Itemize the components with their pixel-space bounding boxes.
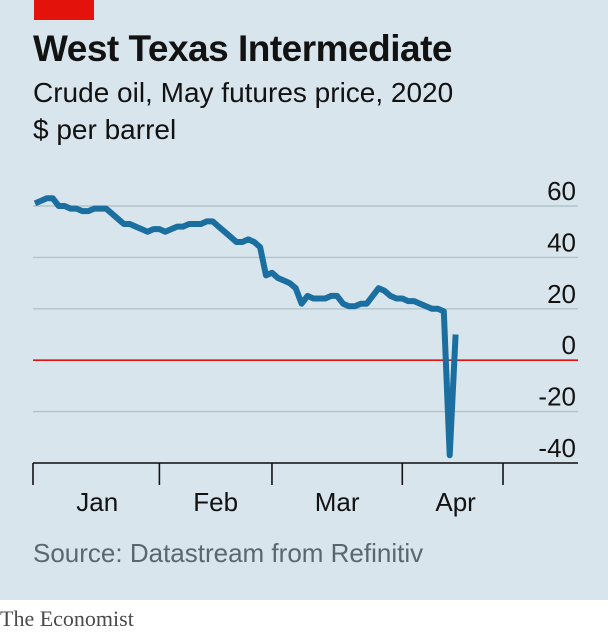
unit-label: $ per barrel [33,114,177,145]
x-tick-labels: Jan Feb Mar Apr [76,487,476,517]
publisher-logo: The Economist [0,606,134,631]
y-tick-label: 40 [547,227,576,257]
y-tick-label: 60 [547,176,576,206]
source-note: Source: Datastream from Refinitiv [33,538,424,568]
y-tick-label: 20 [547,279,576,309]
y-tick-label: -20 [538,382,576,412]
series-layer [33,195,459,459]
grid-lines [33,205,578,464]
brand-tag [34,0,94,20]
series-line-wti [33,195,459,459]
y-tick-labels: 60 40 20 0 -20 -40 [538,176,576,463]
x-tick-label: Feb [193,487,238,517]
y-tick-label: -40 [538,433,576,463]
x-tick-label: Mar [315,487,360,517]
x-tick-label: Jan [76,487,118,517]
line-chart: 60 40 20 0 -20 -40 Jan Feb Mar Apr [32,176,578,517]
chart-title: West Texas Intermediate [33,28,452,69]
x-axis [32,462,578,485]
chart-subtitle: Crude oil, May futures price, 2020 [33,77,454,108]
y-tick-label: 0 [562,330,576,360]
x-tick-label: Apr [435,487,476,517]
